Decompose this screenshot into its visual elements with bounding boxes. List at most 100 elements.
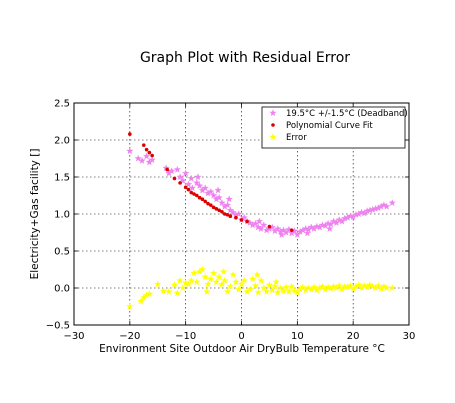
data-point bbox=[170, 281, 179, 289]
x-tick-label: 20 bbox=[347, 331, 360, 342]
data-point bbox=[232, 278, 240, 286]
data-point bbox=[173, 165, 181, 173]
data-point bbox=[228, 214, 233, 219]
data-point bbox=[183, 185, 188, 190]
y-tick-label: 0.0 bbox=[54, 284, 70, 295]
data-point bbox=[355, 281, 363, 289]
data-point bbox=[192, 192, 196, 196]
data-point bbox=[346, 281, 355, 289]
data-point bbox=[165, 287, 173, 295]
data-point bbox=[235, 210, 243, 218]
data-point bbox=[207, 275, 215, 283]
data-point bbox=[226, 282, 234, 290]
legend-marker bbox=[271, 123, 275, 127]
data-point bbox=[218, 199, 226, 206]
data-point bbox=[310, 283, 318, 291]
data-point bbox=[212, 278, 221, 286]
data-point bbox=[229, 270, 237, 278]
x-tick-label: −10 bbox=[175, 331, 196, 342]
data-point bbox=[209, 191, 218, 199]
data-point bbox=[198, 265, 207, 273]
data-point bbox=[251, 281, 260, 289]
data-point bbox=[203, 199, 208, 204]
data-point bbox=[168, 167, 176, 175]
data-point bbox=[215, 193, 223, 201]
data-point bbox=[282, 228, 290, 236]
legend-marker bbox=[269, 133, 277, 141]
data-point bbox=[194, 173, 202, 181]
x-tick-label: 30 bbox=[403, 331, 416, 342]
data-point bbox=[245, 219, 249, 224]
data-point bbox=[201, 184, 209, 192]
data-point bbox=[173, 289, 181, 297]
data-point bbox=[214, 186, 222, 194]
data-point bbox=[126, 147, 134, 155]
data-point bbox=[187, 174, 195, 182]
data-point bbox=[388, 199, 396, 206]
data-point bbox=[239, 218, 244, 222]
data-point bbox=[268, 286, 276, 294]
data-point bbox=[207, 187, 215, 195]
y-tick-label: 2.5 bbox=[54, 99, 70, 110]
series-2 bbox=[128, 132, 294, 233]
data-point bbox=[176, 276, 184, 284]
data-point bbox=[154, 280, 162, 288]
data-point bbox=[338, 217, 346, 225]
data-point bbox=[141, 143, 146, 147]
data-point bbox=[274, 224, 282, 232]
data-point bbox=[303, 229, 312, 237]
data-point bbox=[338, 285, 346, 293]
data-point bbox=[142, 152, 151, 160]
x-tick-label: −30 bbox=[63, 331, 84, 342]
data-point bbox=[144, 147, 149, 152]
data-point bbox=[147, 150, 152, 155]
series-3 bbox=[126, 265, 396, 310]
data-point bbox=[234, 215, 238, 220]
data-point bbox=[272, 278, 280, 286]
x-axis-ticks: −30 −20 −10 0 10 20 30 bbox=[63, 103, 415, 342]
data-point bbox=[204, 280, 212, 288]
data-point bbox=[285, 287, 293, 295]
data-point bbox=[299, 283, 307, 291]
series-layer bbox=[126, 132, 396, 310]
data-point bbox=[134, 154, 142, 162]
data-point bbox=[197, 195, 202, 200]
data-point bbox=[282, 283, 290, 291]
data-point bbox=[229, 208, 237, 216]
data-point bbox=[145, 290, 154, 298]
data-point bbox=[240, 213, 248, 221]
data-point bbox=[288, 282, 296, 290]
y-tick-label: 1.5 bbox=[54, 173, 70, 184]
data-point bbox=[206, 201, 210, 206]
legend: 19.5°C +/-1.5°C (Deadband) Polynomial Cur… bbox=[261, 106, 408, 149]
data-point bbox=[332, 219, 341, 226]
series-1 bbox=[126, 147, 396, 238]
data-point bbox=[235, 285, 243, 293]
data-point bbox=[148, 156, 156, 164]
data-point bbox=[293, 230, 301, 238]
y-axis-label: Electricity+Gas facility [] bbox=[29, 149, 41, 280]
data-point bbox=[240, 276, 248, 284]
data-point bbox=[203, 287, 211, 295]
y-tick-label: 2.0 bbox=[54, 136, 70, 147]
data-point bbox=[195, 193, 199, 198]
data-point bbox=[254, 288, 262, 296]
data-point bbox=[193, 179, 201, 187]
data-point bbox=[172, 176, 177, 181]
legend-box bbox=[261, 106, 406, 149]
x-tick-label: 10 bbox=[291, 331, 304, 342]
data-point bbox=[388, 284, 396, 292]
data-point bbox=[265, 281, 274, 289]
data-point bbox=[274, 288, 282, 296]
data-point bbox=[159, 287, 167, 295]
data-point bbox=[187, 276, 195, 284]
data-point bbox=[253, 270, 261, 278]
data-point bbox=[186, 187, 191, 192]
legend-label: 19.5°C +/-1.5°C (Deadband) bbox=[286, 109, 408, 119]
data-point bbox=[219, 267, 228, 275]
data-point bbox=[218, 280, 226, 288]
data-point bbox=[137, 297, 145, 305]
data-point bbox=[262, 287, 271, 295]
data-point bbox=[289, 228, 294, 233]
